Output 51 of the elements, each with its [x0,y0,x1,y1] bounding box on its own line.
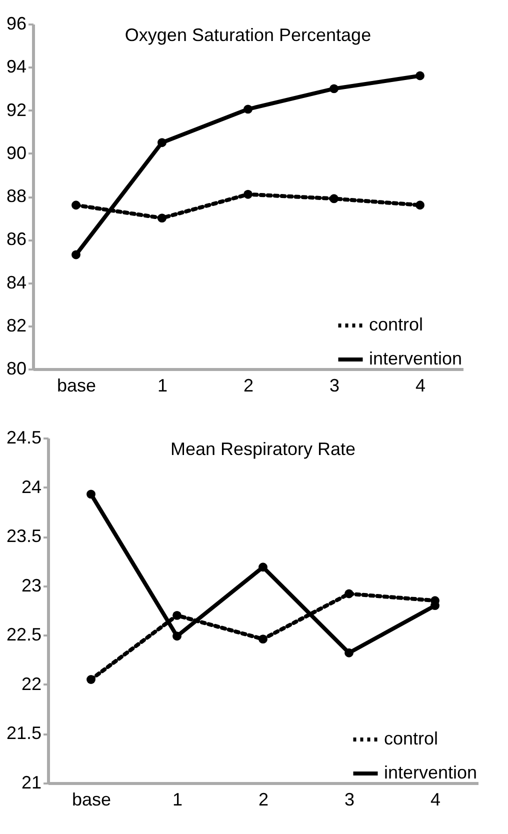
point [330,84,338,94]
legend-label: intervention [384,762,478,782]
point [416,71,424,80]
point [344,648,354,658]
point [72,250,80,260]
legend-label: control [369,314,424,334]
y-tick-label: 80 [6,358,26,378]
point [258,562,268,572]
x-tick-label: 1 [172,790,183,810]
y-tick-label: 86 [6,229,26,250]
point [258,634,268,644]
y-tick-label: 21 [21,772,42,792]
y-tick-label: 22.5 [6,624,42,645]
point [86,490,96,499]
x-tick-label: base [72,790,112,810]
y-tick-label: 84 [6,272,26,292]
y-tick-label: 88 [6,186,26,206]
y-tick-label: 94 [6,56,26,77]
y-tick-label: 23 [21,575,42,596]
legend-label: intervention [369,348,462,368]
legend-label: control [384,728,438,748]
point [172,632,182,641]
chart-title: Oxygen Saturation Percentage [124,25,372,45]
y-tick-label: 96 [6,14,26,34]
point [172,610,182,620]
x-tick-label: 3 [344,790,355,810]
point [244,104,252,114]
point [158,138,166,148]
y-tick-label: 82 [6,315,26,336]
point [72,200,80,210]
chart-title: Mean Respiratory Rate [170,439,356,459]
y-tick-label: 21.5 [6,723,42,744]
point [330,194,338,204]
y-tick-label: 24 [21,476,42,497]
x-tick-label: 4 [415,376,426,396]
y-tick-label: 90 [6,142,26,163]
point [86,675,96,684]
y-tick-label: 92 [6,100,26,120]
x-tick-label: base [56,376,96,396]
y-tick-label: 23.5 [6,526,42,546]
x-tick-label: 2 [258,790,269,810]
x-tick-label: 3 [329,376,340,396]
x-tick-label: 4 [430,790,441,810]
point [416,200,424,210]
y-tick-label: 24.5 [6,428,42,448]
point [158,214,166,223]
point [344,589,354,598]
x-tick-label: 2 [243,376,254,396]
point [244,190,252,199]
y-tick-label: 22 [21,674,42,694]
x-tick-label: 1 [157,376,168,396]
